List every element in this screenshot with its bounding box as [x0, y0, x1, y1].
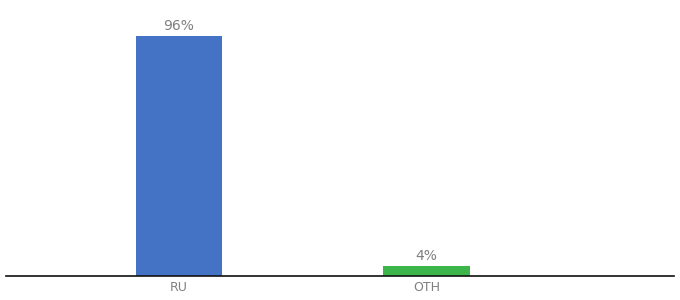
- Bar: [384, 266, 470, 276]
- Text: 96%: 96%: [163, 19, 194, 33]
- Bar: [135, 36, 222, 276]
- Text: 4%: 4%: [415, 249, 438, 263]
